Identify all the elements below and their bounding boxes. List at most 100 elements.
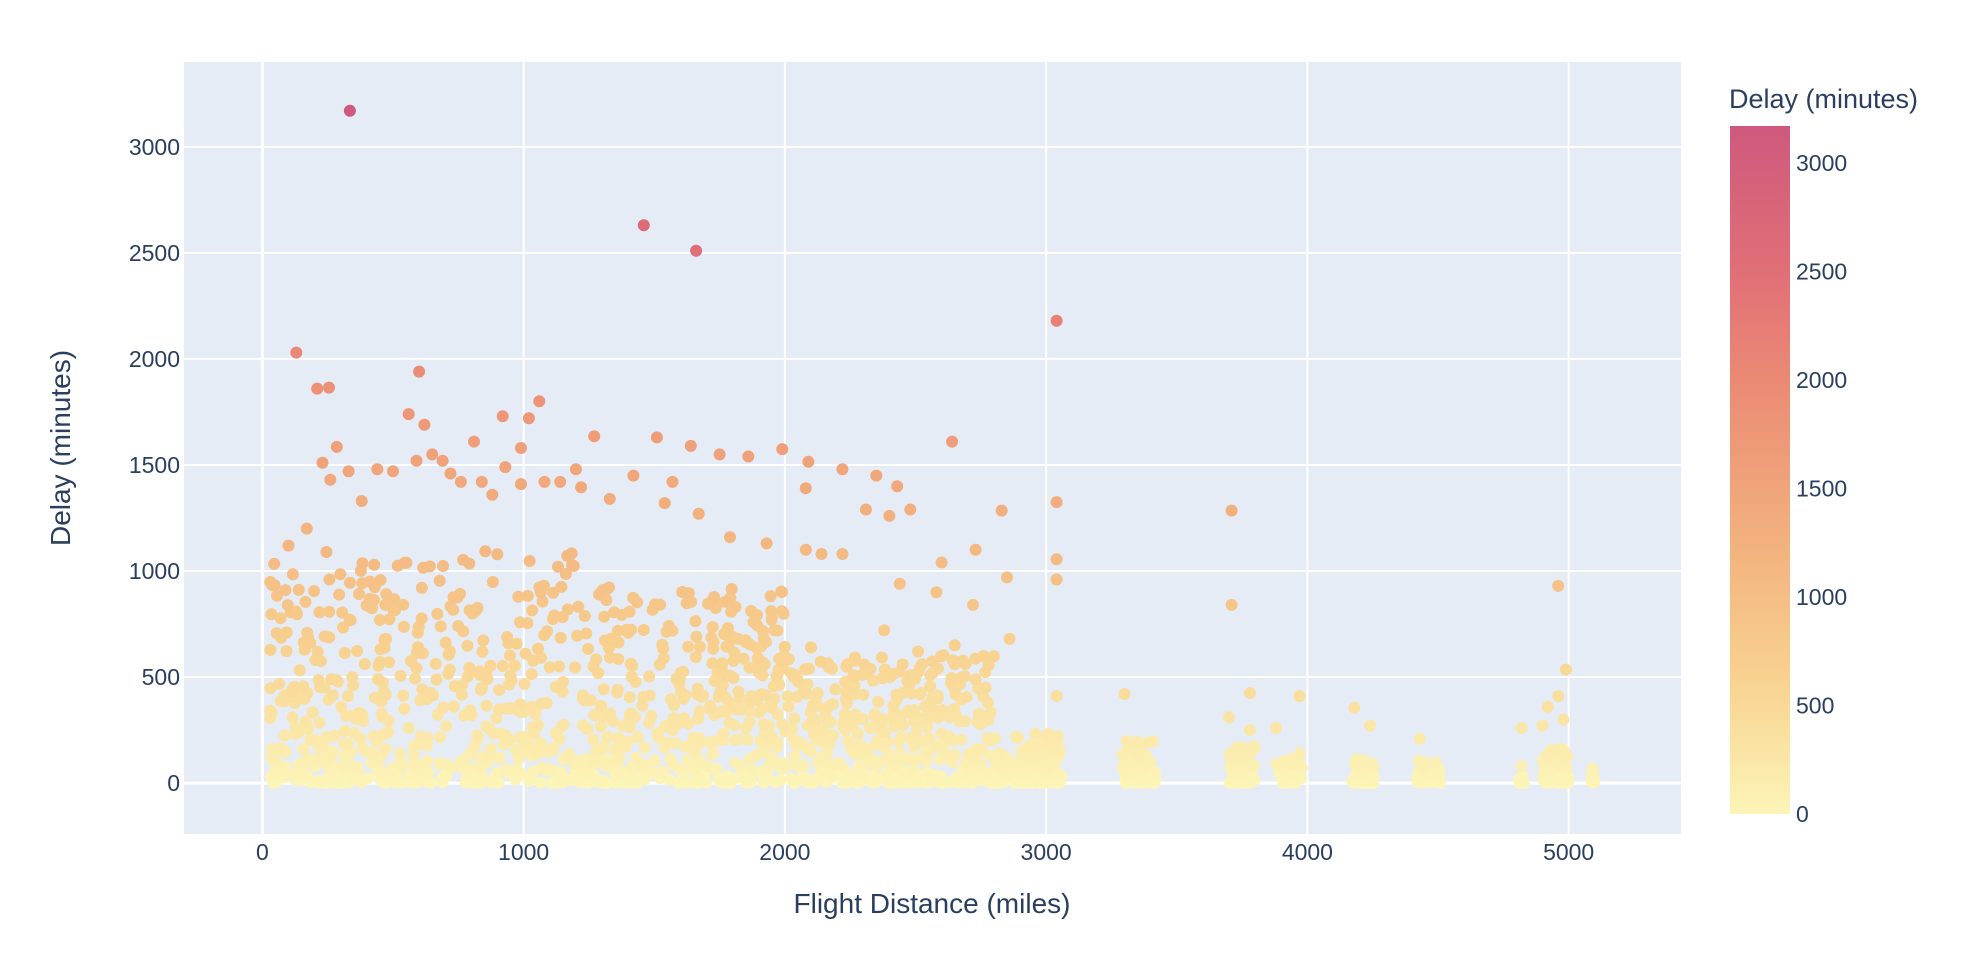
data-point bbox=[318, 630, 331, 643]
data-point bbox=[519, 647, 532, 660]
data-point bbox=[323, 381, 335, 394]
data-point bbox=[311, 382, 324, 395]
data-point bbox=[878, 624, 891, 637]
data-point bbox=[1029, 727, 1042, 740]
colorbar-tick-label: 1500 bbox=[1796, 475, 1847, 501]
data-point bbox=[603, 492, 616, 505]
data-point bbox=[369, 691, 381, 704]
data-point bbox=[603, 581, 615, 594]
data-point bbox=[650, 431, 663, 444]
data-point bbox=[878, 663, 891, 676]
data-point bbox=[741, 733, 754, 746]
data-point bbox=[643, 689, 656, 702]
data-point bbox=[742, 450, 755, 463]
colorbar-tick-label: 1000 bbox=[1796, 584, 1847, 610]
data-point bbox=[946, 435, 959, 448]
data-point bbox=[972, 707, 985, 720]
data-point bbox=[613, 752, 626, 765]
data-point bbox=[1146, 735, 1159, 748]
data-point bbox=[443, 663, 456, 676]
data-point bbox=[264, 704, 277, 717]
data-point bbox=[1001, 571, 1013, 584]
data-point bbox=[265, 608, 278, 621]
data-point bbox=[926, 655, 939, 668]
data-point bbox=[705, 631, 718, 644]
data-point bbox=[1131, 735, 1144, 748]
data-point bbox=[658, 497, 671, 510]
data-point bbox=[1050, 573, 1063, 586]
data-point bbox=[781, 690, 794, 703]
data-point bbox=[471, 602, 484, 614]
data-point bbox=[1412, 754, 1425, 767]
data-point bbox=[788, 712, 801, 725]
data-point bbox=[559, 568, 572, 580]
data-point bbox=[345, 759, 357, 772]
data-point bbox=[937, 649, 950, 662]
data-point bbox=[397, 689, 410, 702]
data-point bbox=[343, 613, 356, 626]
data-point bbox=[518, 678, 531, 690]
y-axis-ticks: 0 500 1000 1500 2000 2500 3000 bbox=[129, 134, 180, 796]
data-point bbox=[572, 600, 585, 613]
data-point bbox=[365, 757, 378, 770]
data-point bbox=[299, 595, 312, 608]
data-point bbox=[872, 695, 885, 708]
data-point bbox=[891, 480, 904, 493]
data-point bbox=[281, 599, 294, 612]
data-point bbox=[552, 560, 564, 573]
data-point bbox=[443, 645, 456, 658]
data-point bbox=[948, 658, 961, 671]
data-point bbox=[732, 685, 745, 698]
data-point bbox=[1293, 690, 1306, 703]
data-point bbox=[595, 699, 607, 712]
data-point bbox=[838, 708, 851, 721]
data-point bbox=[452, 620, 465, 633]
data-point bbox=[486, 488, 499, 501]
data-point bbox=[716, 705, 728, 718]
data-point bbox=[1557, 713, 1570, 726]
data-point bbox=[1223, 711, 1235, 724]
data-point bbox=[858, 658, 871, 671]
data-point bbox=[538, 475, 551, 488]
data-point bbox=[1270, 722, 1283, 734]
data-point bbox=[577, 719, 589, 732]
data-point bbox=[334, 568, 347, 581]
data-point bbox=[496, 410, 509, 423]
data-point bbox=[476, 645, 489, 658]
data-point bbox=[588, 709, 601, 722]
data-point bbox=[611, 683, 624, 696]
data-point bbox=[981, 732, 994, 745]
data-point bbox=[540, 696, 553, 709]
data-point bbox=[1050, 314, 1063, 327]
data-point bbox=[689, 615, 702, 628]
data-point bbox=[536, 761, 549, 774]
data-point bbox=[525, 701, 538, 713]
data-point bbox=[383, 656, 396, 669]
data-point bbox=[662, 619, 675, 632]
data-point bbox=[987, 650, 1000, 663]
data-point bbox=[297, 743, 310, 756]
data-point bbox=[657, 652, 670, 665]
data-point bbox=[1429, 756, 1442, 769]
data-point bbox=[274, 612, 287, 625]
data-point bbox=[1515, 722, 1528, 734]
data-point bbox=[543, 661, 556, 674]
data-point bbox=[270, 627, 283, 640]
data-point bbox=[893, 577, 906, 590]
data-point bbox=[625, 670, 638, 683]
data-point bbox=[375, 707, 388, 720]
data-point bbox=[496, 659, 509, 672]
data-point bbox=[1243, 687, 1256, 699]
data-point bbox=[1552, 690, 1565, 703]
data-point bbox=[681, 754, 694, 767]
y-tick-label: 500 bbox=[142, 664, 180, 690]
data-point bbox=[280, 645, 293, 658]
data-point bbox=[692, 507, 705, 520]
data-point bbox=[476, 681, 488, 694]
data-point bbox=[367, 730, 380, 743]
data-point bbox=[811, 687, 824, 700]
data-point bbox=[751, 652, 764, 664]
data-point bbox=[436, 454, 449, 467]
data-point bbox=[955, 733, 968, 746]
data-point bbox=[363, 592, 376, 605]
